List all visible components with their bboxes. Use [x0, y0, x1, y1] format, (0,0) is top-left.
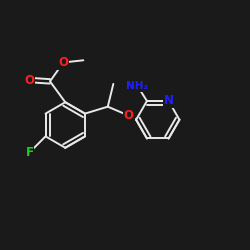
Text: O: O	[58, 56, 68, 69]
Text: NH₂: NH₂	[126, 81, 148, 91]
Text: O: O	[24, 74, 34, 86]
Text: N: N	[164, 94, 173, 108]
Text: O: O	[124, 109, 134, 122]
Text: F: F	[26, 146, 34, 159]
